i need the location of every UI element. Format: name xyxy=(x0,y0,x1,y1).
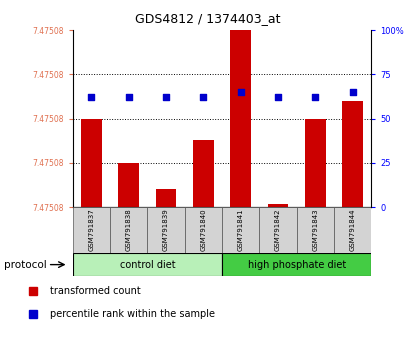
Text: GSM791839: GSM791839 xyxy=(163,209,169,251)
Bar xyxy=(156,189,176,207)
Bar xyxy=(222,253,371,276)
Bar xyxy=(193,140,214,207)
Bar xyxy=(230,30,251,207)
Point xyxy=(275,95,281,100)
Bar xyxy=(305,119,326,207)
Bar xyxy=(222,207,259,253)
Point xyxy=(349,89,356,95)
Text: GDS4812 / 1374403_at: GDS4812 / 1374403_at xyxy=(135,12,280,25)
Text: protocol: protocol xyxy=(4,259,47,270)
Text: control diet: control diet xyxy=(120,259,175,270)
Point xyxy=(88,95,95,100)
Bar xyxy=(73,253,222,276)
Bar xyxy=(334,207,371,253)
Text: GSM791844: GSM791844 xyxy=(350,209,356,251)
Point xyxy=(163,95,169,100)
Text: high phosphate diet: high phosphate diet xyxy=(248,259,346,270)
Bar xyxy=(342,101,363,207)
Text: GSM791840: GSM791840 xyxy=(200,209,206,251)
Text: transformed count: transformed count xyxy=(50,286,141,296)
Bar xyxy=(118,163,139,207)
Bar xyxy=(81,119,102,207)
Bar xyxy=(110,207,147,253)
Point xyxy=(237,89,244,95)
Bar xyxy=(268,204,288,207)
Bar xyxy=(147,207,185,253)
Bar xyxy=(185,207,222,253)
Text: GSM791843: GSM791843 xyxy=(312,209,318,251)
Text: GSM791842: GSM791842 xyxy=(275,209,281,251)
Bar xyxy=(73,207,110,253)
Bar xyxy=(259,207,297,253)
Bar xyxy=(297,207,334,253)
Point xyxy=(312,95,319,100)
Text: GSM791838: GSM791838 xyxy=(126,209,132,251)
Text: GSM791837: GSM791837 xyxy=(88,209,94,251)
Point xyxy=(125,95,132,100)
Text: GSM791841: GSM791841 xyxy=(238,209,244,251)
Text: percentile rank within the sample: percentile rank within the sample xyxy=(50,309,215,319)
Point xyxy=(200,95,207,100)
